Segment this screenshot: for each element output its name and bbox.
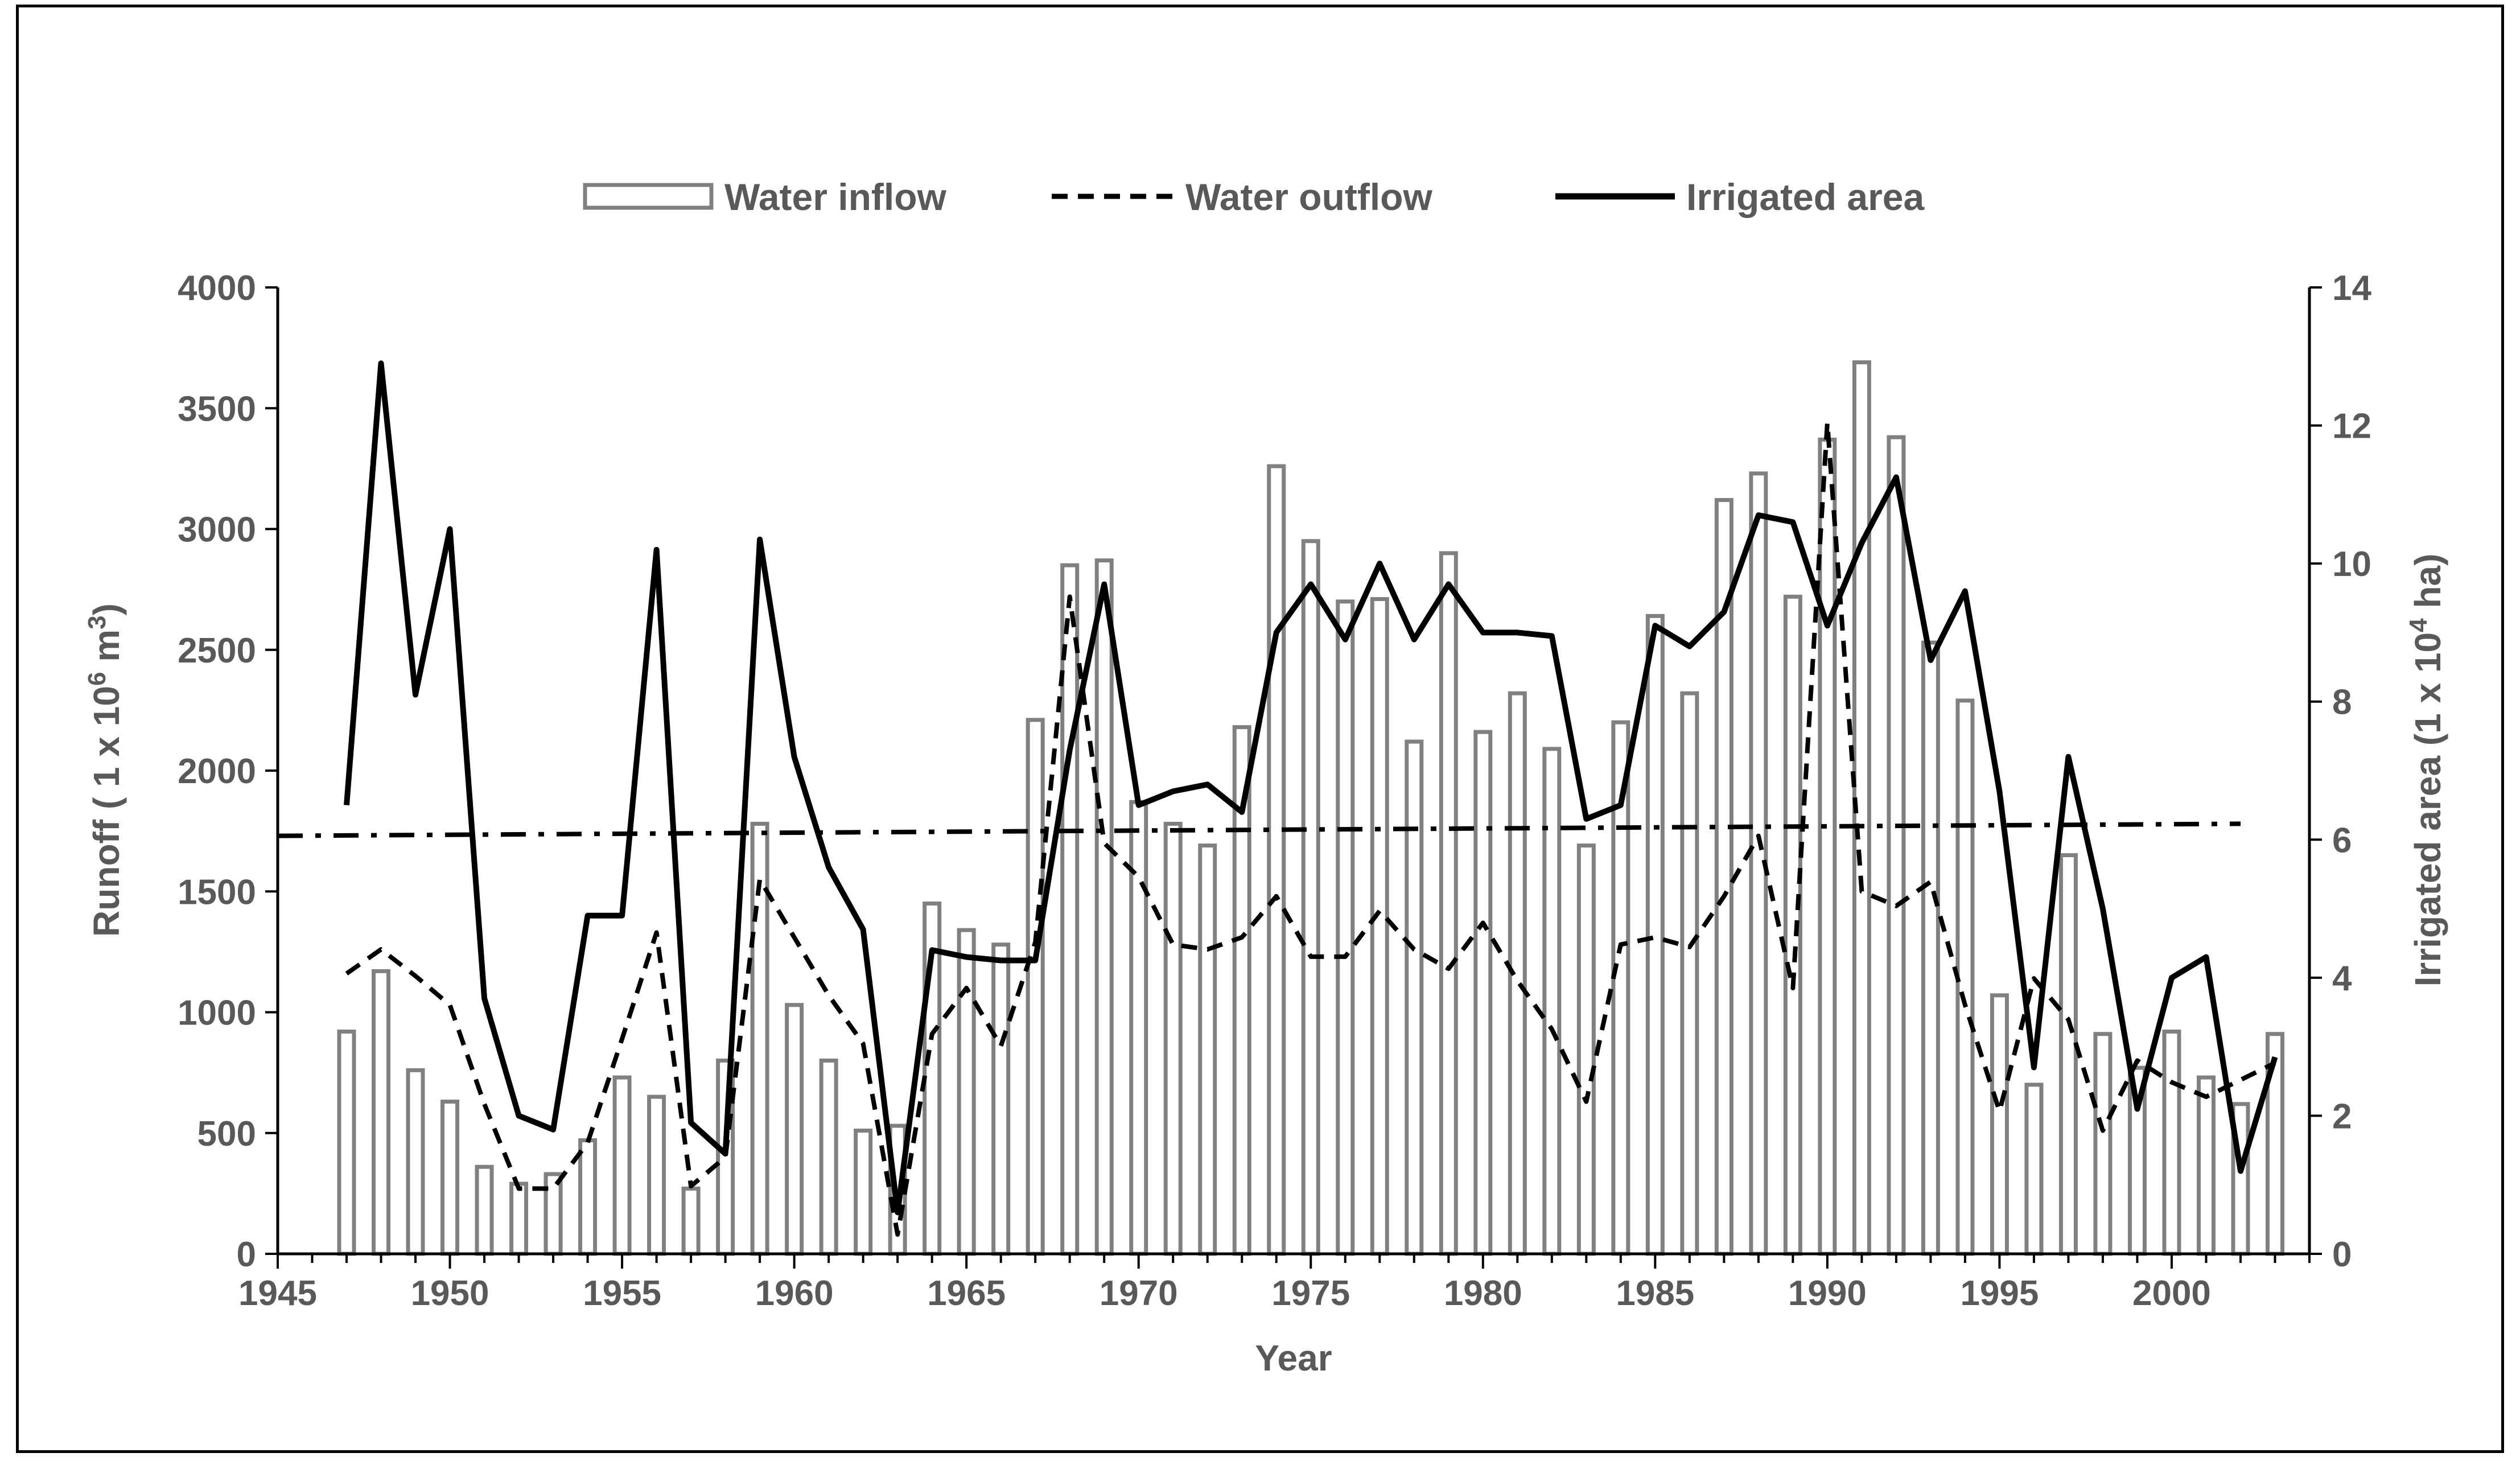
inflow-bar-1960 (785, 1003, 804, 1256)
y-right-tick-label-8: 8 (2332, 683, 2352, 722)
x-tick-label-1965: 1965 (927, 1274, 1006, 1313)
inflow-bar-1974 (1267, 464, 1286, 1256)
inflow-bar-1996 (2024, 1083, 2044, 1256)
inflow-bar-1947 (337, 1029, 356, 1256)
y-left-title-sup1: 6 (83, 672, 111, 686)
x-tick-label-1975: 1975 (1271, 1274, 1350, 1313)
series-lines (277, 360, 2278, 1237)
y-right-tick-label-2: 2 (2332, 1097, 2352, 1136)
inflow-bar-2001 (2196, 1075, 2216, 1256)
y-left-tick-label-1500: 1500 (178, 873, 256, 912)
water-outflow-line (345, 420, 2276, 1237)
inflow-bar-1954 (578, 1138, 598, 1256)
y-right-tick-label-12: 12 (2332, 407, 2371, 446)
y-left-tick-label-4000: 4000 (178, 269, 256, 308)
y-left-title-part1: Runoff ( 1 x 10 (86, 686, 127, 937)
inflow-bar-1951 (475, 1164, 494, 1256)
inflow-bars (337, 360, 2284, 1256)
y-left-tick-label-3000: 3000 (178, 511, 256, 550)
inflow-bar-1957 (681, 1186, 701, 1256)
inflow-bar-1952 (509, 1182, 529, 1256)
x-tick-label-1950: 1950 (411, 1274, 489, 1313)
x-tick-label-1970: 1970 (1100, 1274, 1178, 1313)
x-tick-label-2000: 2000 (2132, 1274, 2211, 1313)
x-tick-label-1990: 1990 (1788, 1274, 1867, 1313)
y-right-title-part1: Irrigated area (1 x 10 (2407, 632, 2448, 987)
y-axis-left-title: Runoff ( 1 x 106 m3) (83, 603, 127, 937)
x-tick-label-1985: 1985 (1616, 1274, 1694, 1313)
inflow-bar-1990 (1818, 437, 1837, 1256)
inflow-bar-1983 (1576, 843, 1596, 1256)
y-right-tick-label-10: 10 (2332, 545, 2371, 584)
inflow-bar-1997 (2058, 853, 2078, 1256)
inflow-bar-1962 (854, 1129, 873, 1256)
legend-label-water-outflow: Water outflow (1185, 176, 1432, 218)
legend: Water inflow Water outflow Irrigated area (583, 176, 1925, 218)
chart: 1945 1950 1955 1960 1965 1970 1975 1980 1985 1990… (83, 176, 2448, 1378)
y-right-tick-label-14: 14 (2332, 269, 2371, 308)
y-right-tick-label-0: 0 (2332, 1235, 2352, 1274)
y-right-tick-label-6: 6 (2332, 821, 2352, 860)
y-left-title-part2: m (86, 629, 127, 672)
y-left-tick-label-1000: 1000 (178, 994, 256, 1033)
inflow-bar-1966 (991, 943, 1011, 1256)
inflow-bar-1973 (1232, 725, 1251, 1256)
trend-line (277, 821, 2241, 838)
inflow-bar-1977 (1370, 597, 1389, 1256)
inflow-bar-1978 (1405, 739, 1424, 1256)
x-tick-label-1960: 1960 (755, 1274, 834, 1313)
y-left-tick-label-2000: 2000 (178, 752, 256, 791)
chart-frame: 1945 1950 1955 1960 1965 1970 1975 1980 1985 1990… (16, 5, 2504, 1453)
inflow-bar-1998 (2093, 1032, 2113, 1256)
inflow-bar-1965 (957, 928, 976, 1256)
y-left-title-sup2: 3 (83, 615, 111, 629)
inflow-bar-1980 (1473, 730, 1493, 1256)
inflow-bar-1992 (1887, 435, 1906, 1256)
inflow-bar-1982 (1542, 747, 1562, 1256)
inflow-bar-1955 (612, 1075, 632, 1256)
irrigated-area-line (344, 360, 2278, 1216)
legend-label-irrigated-area: Irrigated area (1686, 176, 1925, 218)
inflow-bar-1967 (1026, 718, 1045, 1256)
inflow-bar-1953 (543, 1172, 563, 1256)
inflow-bar-1969 (1094, 558, 1114, 1256)
inflow-bar-1949 (406, 1068, 425, 1256)
x-tick-label-1980: 1980 (1444, 1274, 1522, 1313)
inflow-bar-1995 (1990, 993, 2009, 1256)
inflow-bar-1993 (1921, 640, 1940, 1256)
y-left-tick-label-3500: 3500 (178, 389, 256, 429)
inflow-bar-1968 (1060, 563, 1080, 1256)
y-right-tick-label-4: 4 (2332, 959, 2352, 998)
y-left-tick-label-2500: 2500 (178, 631, 256, 670)
inflow-bar-1961 (819, 1058, 838, 1256)
y-left-title-part3: ) (86, 603, 127, 615)
inflow-bar-1971 (1163, 821, 1183, 1256)
legend-label-water-inflow: Water inflow (724, 176, 947, 218)
axes: 1945 1950 1955 1960 1965 1970 1975 1980 1985 1990… (178, 269, 2371, 1313)
inflow-bar-1950 (440, 1100, 460, 1256)
inflow-bar-1986 (1680, 691, 1699, 1256)
inflow-bar-1956 (647, 1094, 666, 1256)
y-right-title-part2: ha) (2407, 554, 2448, 619)
x-tick-label-1945: 1945 (238, 1274, 317, 1313)
inflow-bar-1975 (1301, 539, 1320, 1256)
inflow-bar-1948 (372, 969, 391, 1256)
x-axis-title: Year (1255, 1337, 1332, 1378)
y-right-title-sup: 4 (2404, 618, 2432, 632)
inflow-bar-1972 (1198, 843, 1217, 1256)
y-axis-right-title: Irrigated area (1 x 104 ha) (2404, 554, 2448, 987)
x-tick-label-1955: 1955 (583, 1274, 661, 1313)
inflow-bar-1994 (1955, 698, 1975, 1256)
inflow-bar-1985 (1645, 614, 1665, 1256)
inflow-bar-1979 (1439, 551, 1458, 1256)
y-left-tick-label-0: 0 (237, 1235, 256, 1274)
inflow-bar-2000 (2162, 1029, 2181, 1256)
x-tick-label-1995: 1995 (1960, 1274, 2039, 1313)
y-left-tick-label-500: 500 (197, 1114, 256, 1154)
legend-swatch-water-inflow (583, 183, 714, 210)
inflow-bar-1976 (1336, 599, 1355, 1256)
